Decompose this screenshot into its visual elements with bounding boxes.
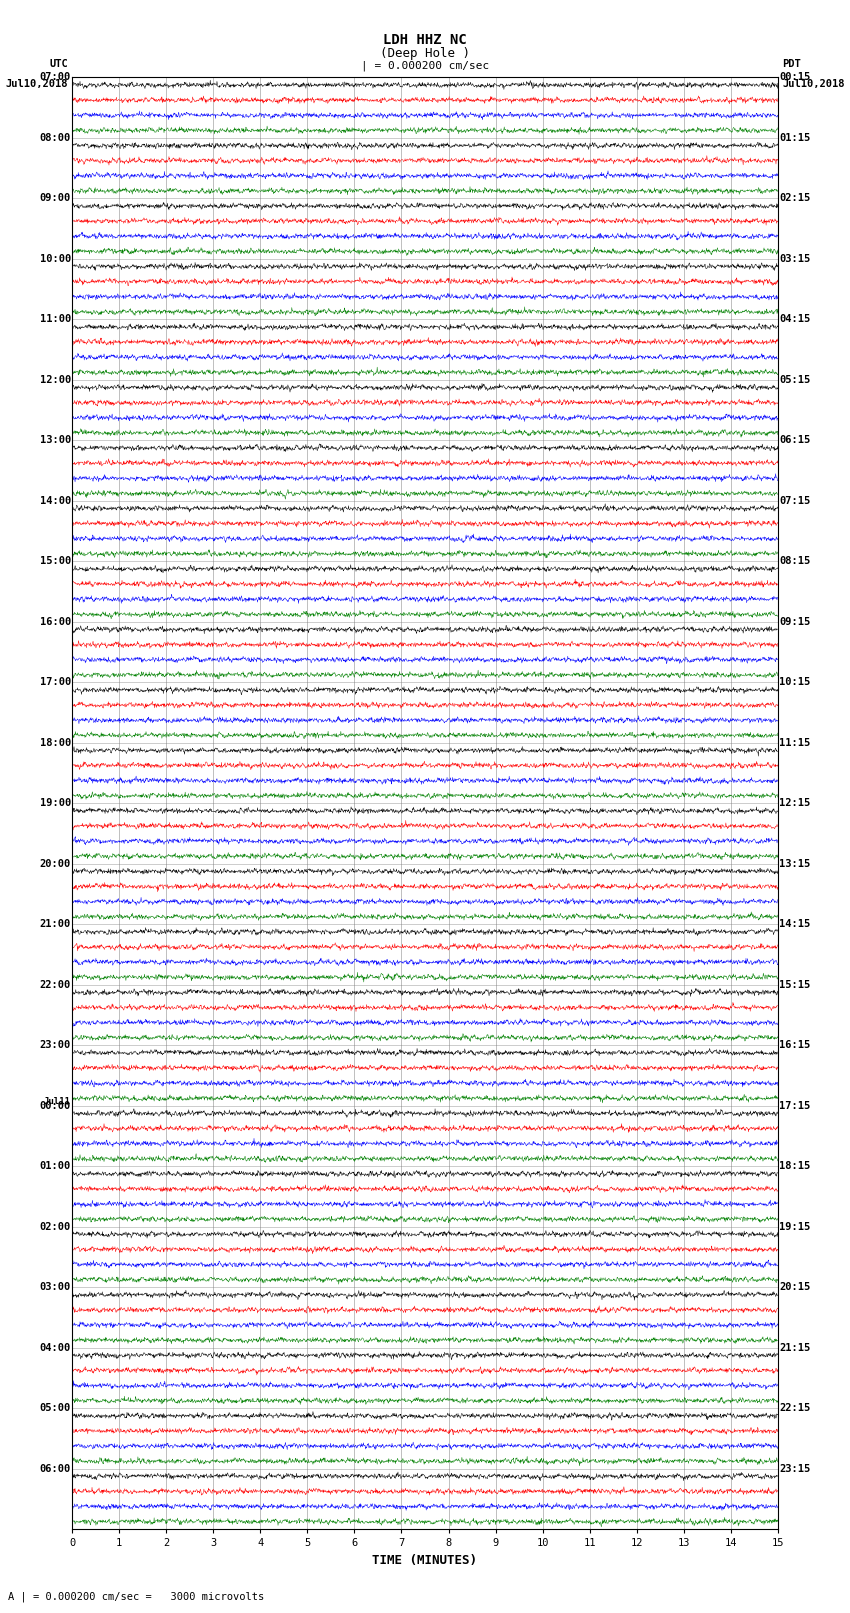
Text: 00:15: 00:15 bbox=[779, 73, 810, 82]
Text: 07:00: 07:00 bbox=[40, 73, 71, 82]
Text: 04:00: 04:00 bbox=[40, 1342, 71, 1353]
Text: 21:15: 21:15 bbox=[779, 1342, 810, 1353]
Text: 19:00: 19:00 bbox=[40, 798, 71, 808]
Text: 07:15: 07:15 bbox=[779, 495, 810, 506]
Text: 11:00: 11:00 bbox=[40, 315, 71, 324]
Text: 05:00: 05:00 bbox=[40, 1403, 71, 1413]
Text: 17:15: 17:15 bbox=[779, 1100, 810, 1111]
Text: 14:00: 14:00 bbox=[40, 495, 71, 506]
Text: 22:00: 22:00 bbox=[40, 979, 71, 990]
Text: 20:00: 20:00 bbox=[40, 858, 71, 869]
Text: 09:00: 09:00 bbox=[40, 194, 71, 203]
Text: 02:15: 02:15 bbox=[779, 194, 810, 203]
Text: 23:15: 23:15 bbox=[779, 1463, 810, 1474]
Text: LDH HHZ NC: LDH HHZ NC bbox=[383, 34, 467, 47]
Text: 12:00: 12:00 bbox=[40, 374, 71, 386]
Text: 05:15: 05:15 bbox=[779, 374, 810, 386]
Text: 10:15: 10:15 bbox=[779, 677, 810, 687]
Text: 10:00: 10:00 bbox=[40, 253, 71, 265]
X-axis label: TIME (MINUTES): TIME (MINUTES) bbox=[372, 1553, 478, 1566]
Text: 15:15: 15:15 bbox=[779, 979, 810, 990]
Text: 02:00: 02:00 bbox=[40, 1221, 71, 1232]
Text: 06:00: 06:00 bbox=[40, 1463, 71, 1474]
Text: 19:15: 19:15 bbox=[779, 1221, 810, 1232]
Text: PDT: PDT bbox=[782, 60, 801, 69]
Text: 01:00: 01:00 bbox=[40, 1161, 71, 1171]
Text: 15:00: 15:00 bbox=[40, 556, 71, 566]
Text: 17:00: 17:00 bbox=[40, 677, 71, 687]
Text: 09:15: 09:15 bbox=[779, 616, 810, 627]
Text: 08:15: 08:15 bbox=[779, 556, 810, 566]
Text: 18:00: 18:00 bbox=[40, 737, 71, 748]
Text: 06:15: 06:15 bbox=[779, 436, 810, 445]
Text: 11:15: 11:15 bbox=[779, 737, 810, 748]
Text: 16:15: 16:15 bbox=[779, 1040, 810, 1050]
Text: 22:15: 22:15 bbox=[779, 1403, 810, 1413]
Text: 14:15: 14:15 bbox=[779, 919, 810, 929]
Text: 18:15: 18:15 bbox=[779, 1161, 810, 1171]
Text: Jul11: Jul11 bbox=[44, 1097, 71, 1105]
Text: 16:00: 16:00 bbox=[40, 616, 71, 627]
Text: (Deep Hole ): (Deep Hole ) bbox=[380, 47, 470, 60]
Text: A | = 0.000200 cm/sec =   3000 microvolts: A | = 0.000200 cm/sec = 3000 microvolts bbox=[8, 1592, 264, 1602]
Text: Jul10,2018: Jul10,2018 bbox=[5, 79, 68, 89]
Text: 13:00: 13:00 bbox=[40, 436, 71, 445]
Text: 08:00: 08:00 bbox=[40, 132, 71, 144]
Text: 12:15: 12:15 bbox=[779, 798, 810, 808]
Text: 20:15: 20:15 bbox=[779, 1282, 810, 1292]
Text: 13:15: 13:15 bbox=[779, 858, 810, 869]
Text: 03:15: 03:15 bbox=[779, 253, 810, 265]
Text: UTC: UTC bbox=[49, 60, 68, 69]
Text: | = 0.000200 cm/sec: | = 0.000200 cm/sec bbox=[361, 61, 489, 71]
Text: 04:15: 04:15 bbox=[779, 315, 810, 324]
Text: 00:00: 00:00 bbox=[40, 1100, 71, 1111]
Text: Jul10,2018: Jul10,2018 bbox=[782, 79, 845, 89]
Text: 23:00: 23:00 bbox=[40, 1040, 71, 1050]
Text: 21:00: 21:00 bbox=[40, 919, 71, 929]
Text: 03:00: 03:00 bbox=[40, 1282, 71, 1292]
Text: 01:15: 01:15 bbox=[779, 132, 810, 144]
